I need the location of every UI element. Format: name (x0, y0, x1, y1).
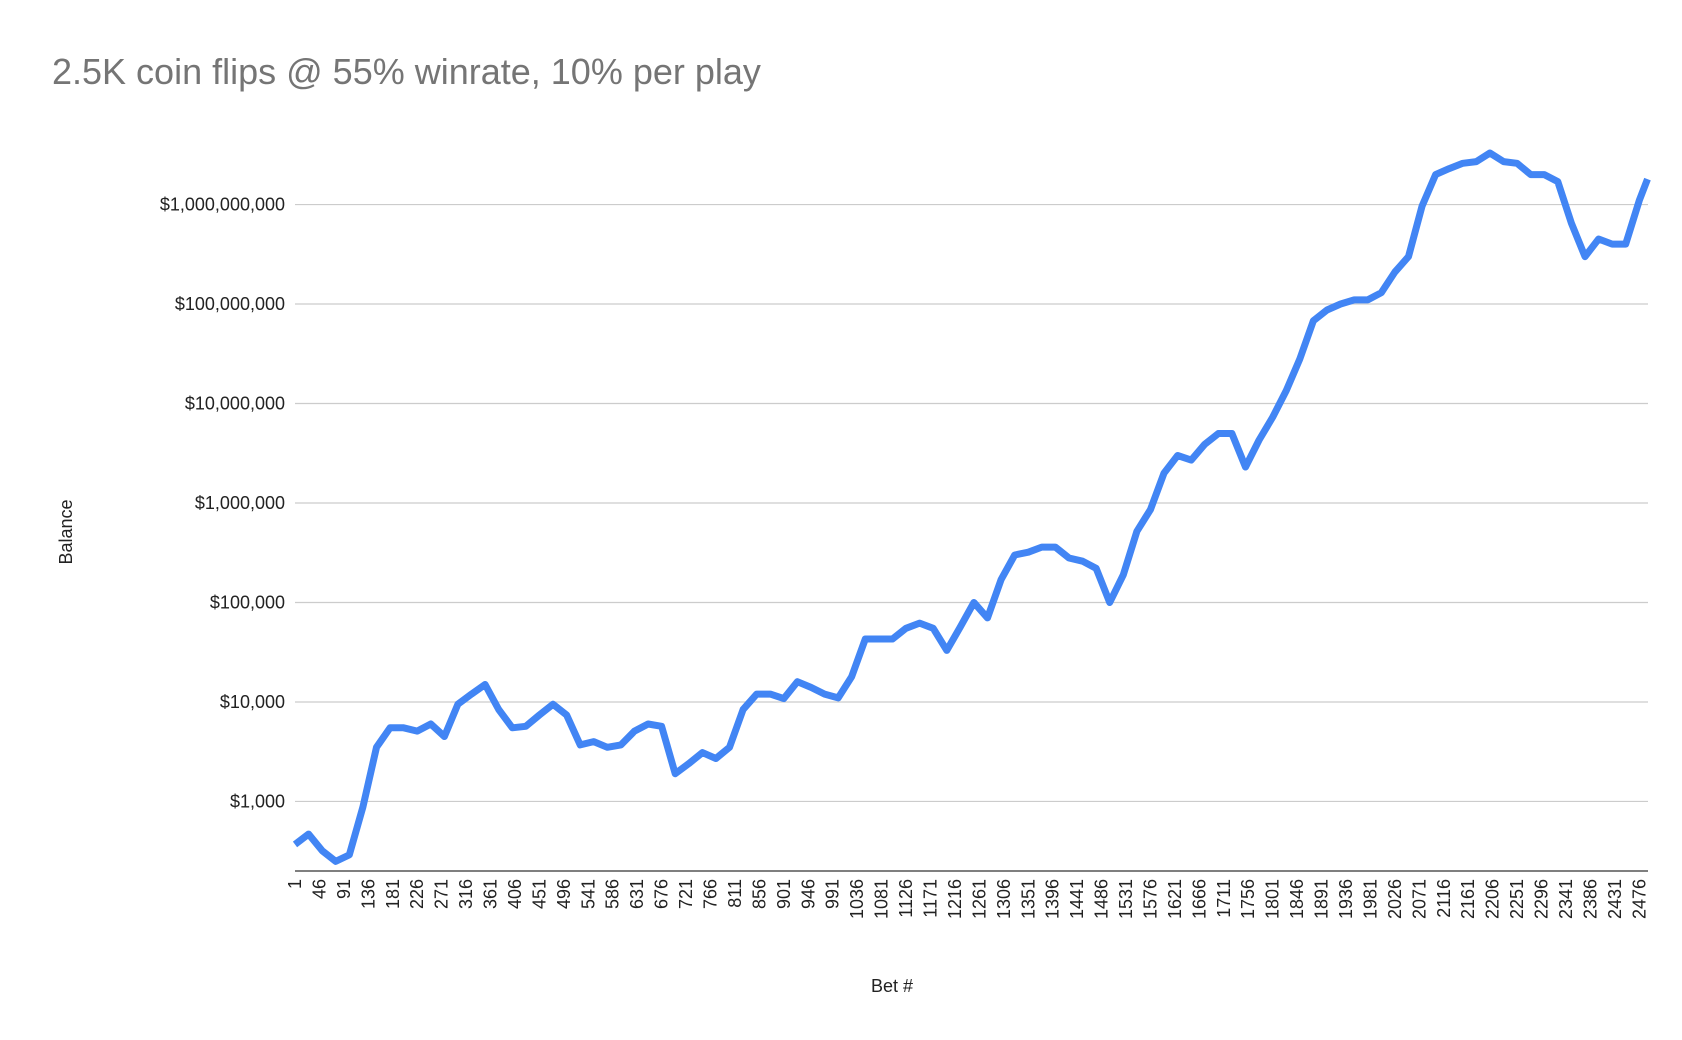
x-tick-label: 1711 (1214, 879, 1234, 918)
y-tick-label: $10,000 (220, 692, 285, 712)
x-tick-label: 811 (725, 879, 745, 908)
data-line (292, 149, 1651, 865)
x-tick-label: 1801 (1263, 879, 1283, 919)
x-tick-label: 2431 (1605, 879, 1625, 919)
x-tick-label: 1576 (1140, 879, 1160, 919)
x-tick-label: 2296 (1532, 879, 1552, 919)
y-tick-label: $100,000,000 (175, 294, 285, 314)
x-tick-label: 1666 (1189, 879, 1209, 919)
y-tick-label: $1,000,000 (195, 493, 285, 513)
x-tick-label: 1036 (847, 879, 867, 919)
x-tick-label: 766 (701, 879, 721, 909)
x-tick-label: 631 (627, 879, 647, 909)
x-tick-label: 91 (334, 879, 354, 899)
x-tick-label: 46 (309, 879, 329, 899)
x-tick-label: 136 (358, 879, 378, 909)
x-tick-label: 361 (481, 879, 501, 909)
x-tick-label: 2386 (1580, 879, 1600, 919)
chart-title: 2.5K coin flips @ 55% winrate, 10% per p… (52, 51, 761, 92)
x-tick-label: 496 (554, 879, 574, 909)
x-tick-label: 2476 (1629, 879, 1649, 919)
x-tick-label: 1441 (1067, 879, 1087, 919)
x-tick-label: 1756 (1238, 879, 1258, 919)
x-tick-label: 316 (456, 879, 476, 909)
x-tick-label: 2161 (1458, 879, 1478, 919)
x-tick-label: 1486 (1092, 879, 1112, 919)
x-tick-label: 1621 (1165, 879, 1185, 919)
x-tick-label: 1081 (872, 879, 892, 919)
x-tick-label: 586 (603, 879, 623, 909)
x-tick-label: 1936 (1336, 879, 1356, 919)
x-tick-label: 1396 (1043, 879, 1063, 919)
x-tick-label: 2116 (1434, 879, 1454, 918)
x-tick-label: 1351 (1018, 879, 1038, 919)
x-tick-label: 721 (676, 879, 696, 909)
x-tick-label: 2071 (1409, 879, 1429, 919)
x-tick-label: 2206 (1483, 879, 1503, 919)
x-tick-label: 1891 (1312, 879, 1332, 919)
x-tick-label: 991 (823, 879, 843, 909)
x-tick-label: 856 (749, 879, 769, 909)
y-tick-label: $10,000,000 (185, 394, 285, 414)
y-axis-title: Balance (56, 499, 76, 564)
y-tick-label: $1,000,000,000 (160, 195, 285, 215)
x-tick-label: 2341 (1556, 879, 1576, 919)
x-tick-label: 1216 (945, 879, 965, 919)
x-tick-label: 406 (505, 879, 525, 909)
x-axis-title: Bet # (871, 976, 913, 996)
x-tick-label: 1531 (1116, 879, 1136, 919)
x-tick-label: 2026 (1385, 879, 1405, 919)
x-tick-label: 946 (798, 879, 818, 909)
x-tick-label: 451 (529, 879, 549, 909)
x-tick-label: 676 (652, 879, 672, 909)
x-tick-label: 1846 (1287, 879, 1307, 919)
x-tick-label: 1126 (896, 879, 916, 918)
x-tick-label: 1171 (920, 879, 940, 918)
x-tick-label: 226 (407, 879, 427, 909)
x-tick-label: 1981 (1360, 879, 1380, 919)
x-tick-label: 541 (578, 879, 598, 909)
x-tick-label: 1306 (994, 879, 1014, 919)
y-tick-label: $1,000 (230, 791, 285, 811)
x-tick-label: 1 (285, 879, 305, 889)
x-tick-label: 271 (432, 879, 452, 909)
x-tick-label: 181 (383, 879, 403, 909)
x-tick-label: 2251 (1507, 879, 1527, 919)
y-tick-label: $100,000 (210, 592, 285, 612)
x-tick-label: 1261 (969, 879, 989, 919)
x-tick-label: 901 (774, 879, 794, 909)
